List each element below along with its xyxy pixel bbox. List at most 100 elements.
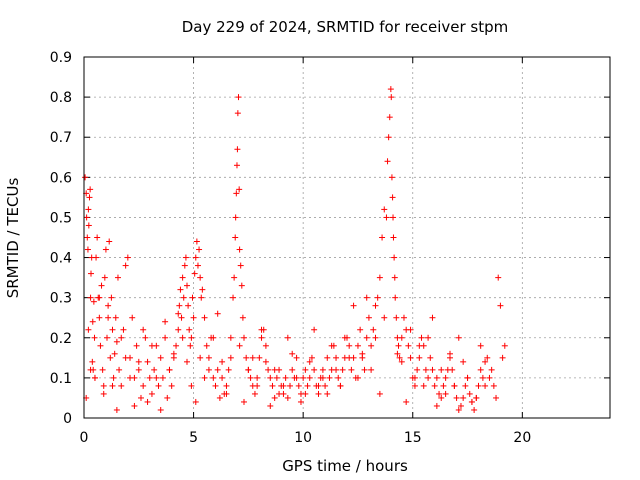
data-point [205, 366, 212, 373]
data-point [339, 366, 346, 373]
x-tick-labels: 0 5 10 15 20 [80, 430, 532, 446]
data-point [122, 354, 129, 361]
data-point [433, 374, 440, 381]
data-point [236, 186, 243, 193]
data-point [249, 354, 256, 361]
data-point [240, 398, 247, 405]
data-point [83, 214, 90, 221]
data-point [179, 274, 186, 281]
y-tick-labels: 0 0.1 0.2 0.3 0.4 0.5 0.6 0.7 0.8 0.9 [50, 50, 72, 427]
data-point [104, 334, 111, 341]
data-point [501, 342, 508, 349]
y-tick-label: 0.2 [50, 331, 72, 347]
data-point [479, 374, 486, 381]
data-point [97, 342, 104, 349]
data-point [453, 394, 460, 401]
data-point [475, 382, 482, 389]
data-point [308, 354, 315, 361]
data-point [387, 86, 394, 93]
data-point [100, 390, 107, 397]
data-point [140, 382, 147, 389]
data-point [482, 358, 489, 365]
data-point [196, 246, 203, 253]
data-point [192, 254, 199, 261]
data-point [232, 234, 239, 241]
data-point [112, 314, 119, 321]
data-point [113, 406, 120, 413]
data-point [302, 366, 309, 373]
data-point [440, 382, 447, 389]
data-point [223, 382, 230, 389]
data-point [111, 350, 118, 357]
y-tick-label: 0.7 [50, 130, 72, 146]
data-point [455, 406, 462, 413]
data-point [86, 194, 93, 201]
data-point [473, 394, 480, 401]
data-point [247, 374, 254, 381]
y-tick-label: 0.3 [50, 291, 72, 307]
data-point [85, 206, 92, 213]
data-point [254, 382, 261, 389]
data-point [251, 390, 258, 397]
data-point [374, 294, 381, 301]
data-point [133, 342, 140, 349]
data-point [333, 354, 340, 361]
data-point [85, 326, 92, 333]
data-point [105, 302, 112, 309]
data-point [405, 342, 412, 349]
data-point [372, 302, 379, 309]
data-point [135, 366, 142, 373]
data-point [394, 350, 401, 357]
data-point [205, 354, 212, 361]
data-point [120, 326, 127, 333]
data-point [306, 374, 313, 381]
data-point [451, 382, 458, 389]
data-point [105, 314, 112, 321]
data-point [457, 402, 464, 409]
data-point [396, 354, 403, 361]
data-point [390, 214, 397, 221]
data-point [189, 294, 196, 301]
data-point [359, 350, 366, 357]
x-tick-label: 0 [80, 430, 89, 446]
data-point [346, 342, 353, 349]
data-point [186, 326, 193, 333]
data-point [245, 366, 252, 373]
data-point [236, 342, 243, 349]
data-point [87, 294, 94, 301]
data-point [87, 366, 94, 373]
data-point [381, 206, 388, 213]
data-point [265, 366, 272, 373]
data-point [449, 366, 456, 373]
data-point [233, 190, 240, 197]
data-point [166, 366, 173, 373]
data-point [425, 374, 432, 381]
x-tick-label: 10 [294, 430, 312, 446]
data-point [370, 326, 377, 333]
data-point [187, 342, 194, 349]
data-point [122, 262, 129, 269]
data-point [466, 390, 473, 397]
data-point [293, 374, 300, 381]
data-point [223, 390, 230, 397]
data-point [98, 282, 105, 289]
data-point [311, 326, 318, 333]
data-point [106, 238, 113, 245]
x-axis-label: GPS time / hours [282, 457, 408, 475]
data-point [197, 354, 204, 361]
data-point [464, 374, 471, 381]
data-point [129, 314, 136, 321]
data-point [198, 294, 205, 301]
grid [84, 57, 610, 418]
data-point [324, 390, 331, 397]
data-point [181, 262, 188, 269]
data-point [438, 366, 445, 373]
data-point [269, 382, 276, 389]
data-point [280, 382, 287, 389]
data-point [116, 366, 123, 373]
data-point [164, 394, 171, 401]
data-point [289, 350, 296, 357]
data-point [201, 314, 208, 321]
data-point [114, 274, 121, 281]
